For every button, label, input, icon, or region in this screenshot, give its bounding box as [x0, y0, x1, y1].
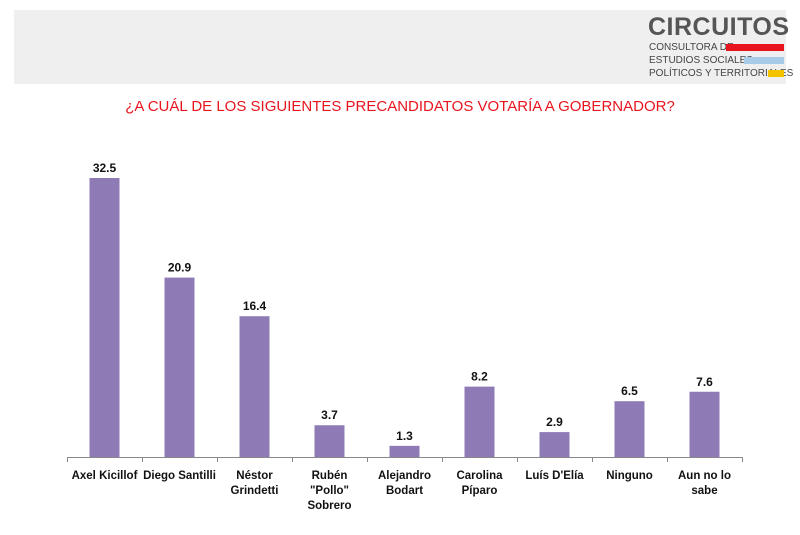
category-label: Carolina Píparo	[456, 470, 503, 497]
category-label: Ninguno	[606, 470, 653, 482]
bar-value-label: 20.9	[168, 261, 192, 275]
logo-line-2: ESTUDIOS SOCIALES,	[649, 55, 756, 66]
bar-value-label: 16.4	[243, 299, 267, 313]
header-band	[14, 10, 786, 84]
bar	[614, 401, 645, 457]
bar-value-label: 7.6	[696, 375, 713, 389]
bar	[539, 432, 570, 457]
logo-name: CIRCUITOS	[648, 13, 790, 41]
bar	[314, 425, 345, 457]
category-label: Diego Santilli	[143, 470, 216, 482]
bar-value-label: 3.7	[321, 408, 338, 422]
category-label: Axel Kicillof	[72, 470, 138, 482]
bar-value-label: 2.9	[546, 415, 563, 429]
bar	[164, 277, 195, 457]
bar-value-label: 8.2	[471, 370, 488, 384]
bar-value-label: 32.5	[93, 161, 117, 175]
category-label: Aun no lo sabe	[678, 470, 731, 497]
bar-value-label: 1.3	[396, 429, 413, 443]
bar	[239, 316, 270, 457]
bar	[689, 391, 720, 457]
logo-bar-blue	[744, 57, 784, 64]
category-label: Alejandro Bodart	[378, 470, 431, 497]
category-label: Rubén "Pollo" Sobrero	[307, 470, 351, 512]
logo-line-1: CONSULTORA DE	[649, 42, 734, 53]
bar	[464, 386, 495, 457]
circuitos-logo: CIRCUITOS CONSULTORA DE ESTUDIOS SOCIALE…	[648, 13, 793, 84]
category-label: Luís D'Elía	[525, 470, 584, 482]
chart-title: ¿A CUÁL DE LOS SIGUIENTES PRECANDIDATOS …	[125, 98, 675, 115]
logo-line-3: POLÍTICOS Y TERRITORIALES	[649, 68, 794, 79]
bar	[389, 445, 420, 457]
category-label: Néstor Grindetti	[231, 470, 279, 497]
logo-bar-yellow	[768, 70, 784, 77]
bar	[89, 178, 120, 457]
bar-value-label: 6.5	[621, 384, 638, 398]
logo-bar-red	[726, 44, 784, 51]
